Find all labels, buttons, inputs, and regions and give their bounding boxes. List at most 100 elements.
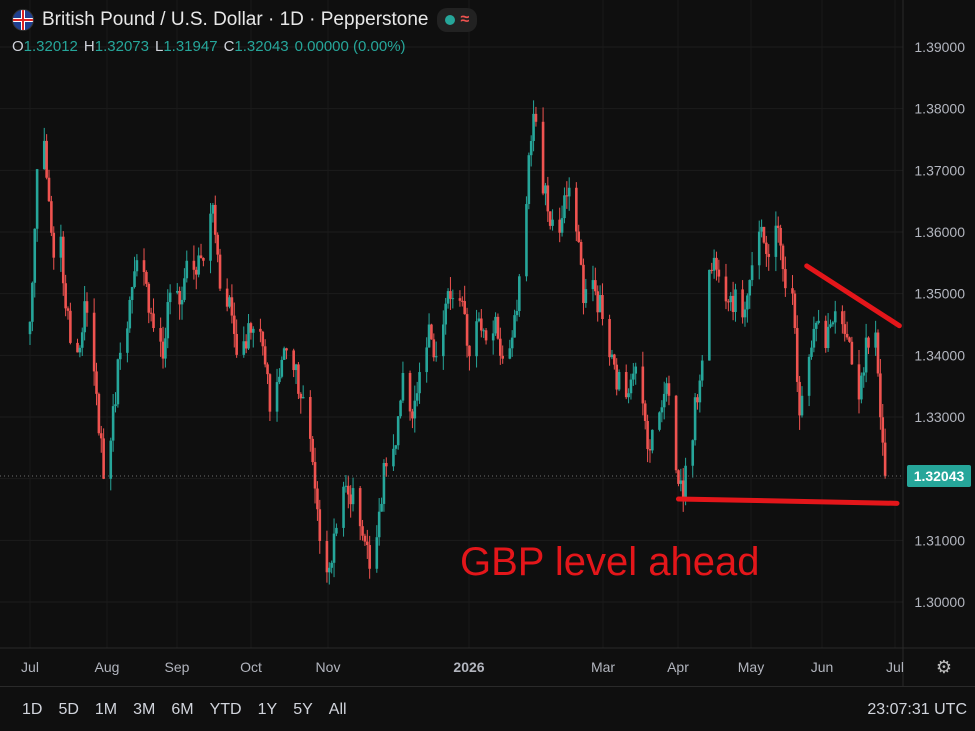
candle-body [874, 332, 877, 348]
candle-body [135, 260, 139, 272]
trendline-drawings[interactable] [675, 263, 902, 506]
candle-body [185, 260, 189, 279]
symbol-title[interactable]: British Pound / U.S. Dollar · 1D · Peppe… [42, 9, 429, 30]
candle-body [781, 245, 785, 270]
candle-body [294, 364, 298, 371]
symbol-header[interactable]: British Pound / U.S. Dollar · 1D · Peppe… [12, 8, 478, 32]
candle-body [64, 283, 67, 309]
candle-body [784, 269, 787, 289]
y-tick-label: 1.30000 [914, 594, 965, 610]
timeframe-all-button[interactable]: All [328, 701, 347, 718]
candle-body [776, 225, 780, 228]
candle-body [308, 396, 312, 439]
candle-body [83, 301, 86, 333]
timeframe-3m-button[interactable]: 3M [133, 701, 156, 718]
candle-body [824, 320, 828, 349]
candle-body [80, 332, 84, 348]
candle-body [33, 228, 37, 283]
candle-body [482, 330, 485, 332]
candle-body [211, 204, 215, 214]
candle-body [282, 348, 286, 360]
candle-body [496, 316, 500, 339]
candle-body [149, 312, 153, 314]
timeframe-6m-button[interactable]: 6M [171, 701, 194, 718]
candle-body [285, 348, 288, 351]
candle-body [399, 400, 402, 417]
candle-body [251, 328, 255, 333]
settings-gear-icon[interactable]: ⚙ [935, 657, 953, 677]
x-axis[interactable]: Jul Aug Sep Oct Nov 2026 Mar Apr May Jun Jul [21, 659, 904, 675]
utc-clock[interactable]: 23:07:31 UTC [867, 701, 967, 718]
y-tick-label: 1.31000 [914, 532, 965, 548]
candle-body [475, 321, 478, 357]
candle-body [344, 485, 348, 487]
candle-body [442, 324, 445, 357]
candle-body [266, 364, 269, 375]
candle-body [35, 169, 39, 229]
candle-body [660, 407, 664, 413]
candle-body [159, 328, 162, 342]
candle-body [601, 295, 604, 320]
candle-body [358, 488, 362, 527]
high-value: 1.32073 [94, 38, 149, 55]
candle-body [316, 488, 319, 510]
last-price-label: 1.32043 [914, 468, 965, 484]
candle-body [85, 301, 89, 313]
timeframe-5d-button[interactable]: 5D [58, 701, 79, 718]
candle-body [327, 567, 331, 573]
candle-body [99, 433, 103, 439]
timeframe-5y-button[interactable]: 5Y [293, 701, 313, 718]
close-label: C [223, 38, 235, 55]
candle-body [515, 311, 519, 316]
candle-body [812, 328, 816, 348]
candle-body [848, 337, 851, 342]
candle-body [518, 276, 521, 312]
candle-body [708, 269, 711, 361]
timeframe-ytd-button[interactable]: YTD [209, 701, 242, 718]
candle-body [152, 313, 155, 329]
candle-body [762, 226, 766, 243]
low-label: L [154, 38, 164, 55]
candle-body [425, 347, 428, 373]
candle-body [213, 204, 217, 235]
resistance-line [804, 263, 902, 329]
change-value: 0.00000 (0.00%) [294, 38, 406, 55]
candle-body [368, 545, 371, 569]
price-chart[interactable]: 1.39000 1.38000 1.37000 1.36000 1.35000 1.340… [0, 0, 975, 686]
candle-body [710, 269, 714, 271]
candle-body [684, 465, 687, 502]
candle-body [544, 185, 547, 194]
y-axis[interactable]: 1.39000 1.38000 1.37000 1.36000 1.35000 1.340… [914, 39, 965, 610]
candle-body [280, 359, 284, 377]
candle-body [128, 299, 132, 329]
candle-body [111, 406, 115, 441]
candle-body [793, 293, 797, 329]
candle-body [178, 290, 181, 305]
status-pill[interactable]: ≈ [436, 8, 478, 32]
candle-body [843, 324, 847, 334]
candle-body [658, 412, 661, 430]
candle-body [627, 393, 630, 398]
timeframe-1y-button[interactable]: 1Y [257, 701, 278, 718]
candle-body [867, 337, 870, 348]
candle-body [665, 383, 668, 394]
candle-body [594, 280, 597, 292]
candle-body [810, 347, 813, 357]
candle-body [413, 400, 417, 419]
candle-body [634, 366, 638, 374]
candle-body [232, 315, 236, 334]
candle-body [829, 324, 832, 327]
annotation-text[interactable]: GBP level ahead [460, 540, 760, 584]
candle-body [508, 348, 512, 359]
candle-body [161, 341, 165, 359]
candle-body [767, 253, 771, 257]
candle-body [418, 372, 421, 394]
timeframe-1m-button[interactable]: 1M [94, 701, 118, 718]
candle-body [242, 341, 246, 355]
candle-body [513, 315, 516, 338]
candle-body [50, 201, 53, 233]
timeframe-1d-button[interactable]: 1D [22, 701, 43, 718]
candle-body [613, 354, 616, 365]
candle-body [194, 269, 198, 275]
candle-body [109, 440, 113, 479]
